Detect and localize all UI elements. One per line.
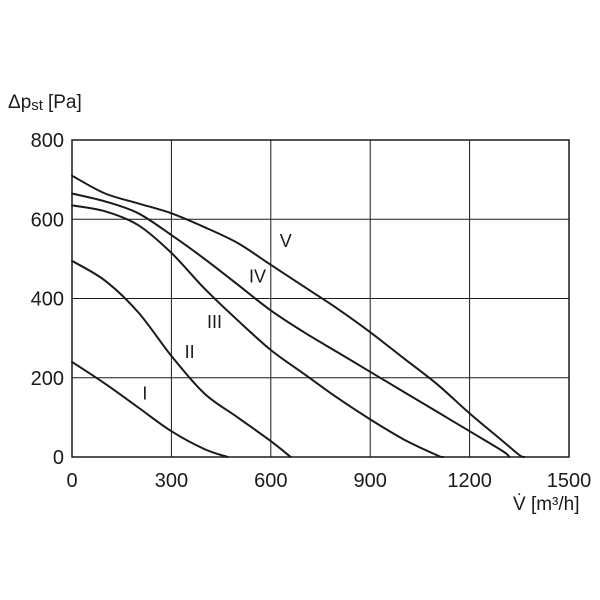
x-tick-label: 1500 — [547, 470, 592, 492]
x-tick-label: 300 — [155, 470, 188, 492]
curve-i — [71, 360, 229, 458]
x-tick-label: 600 — [254, 470, 287, 492]
curve-label-ii: II — [185, 342, 195, 362]
curve-label-iii: III — [207, 312, 222, 332]
y-tick-label: 600 — [31, 209, 64, 231]
curve-label-v: V — [280, 231, 292, 251]
y-tick-label: 800 — [31, 130, 64, 152]
curve-label-i: I — [142, 384, 147, 404]
x-tick-label: 1200 — [447, 470, 492, 492]
y-tick-labels: 0 200 400 600 800 — [31, 130, 64, 469]
plot-frame — [71, 139, 570, 458]
y-tick-label: 0 — [53, 447, 64, 469]
curve-ii — [71, 259, 292, 458]
y-tick-label: 400 — [31, 289, 64, 311]
x-tick-label: 0 — [66, 470, 77, 492]
curve-v — [71, 174, 526, 458]
curve-label-iv: IV — [249, 267, 266, 287]
y-tick-label: 200 — [31, 368, 64, 390]
x-tick-label: 900 — [354, 470, 387, 492]
curve-iii — [71, 204, 445, 459]
x-tick-labels: 0 300 600 900 1200 1500 — [66, 470, 591, 492]
y-axis-title: Δpst [Pa] — [8, 92, 82, 114]
x-axis-title: V̇ [m³/h] — [513, 494, 580, 515]
curves — [71, 174, 526, 459]
curve-iv — [71, 192, 511, 458]
